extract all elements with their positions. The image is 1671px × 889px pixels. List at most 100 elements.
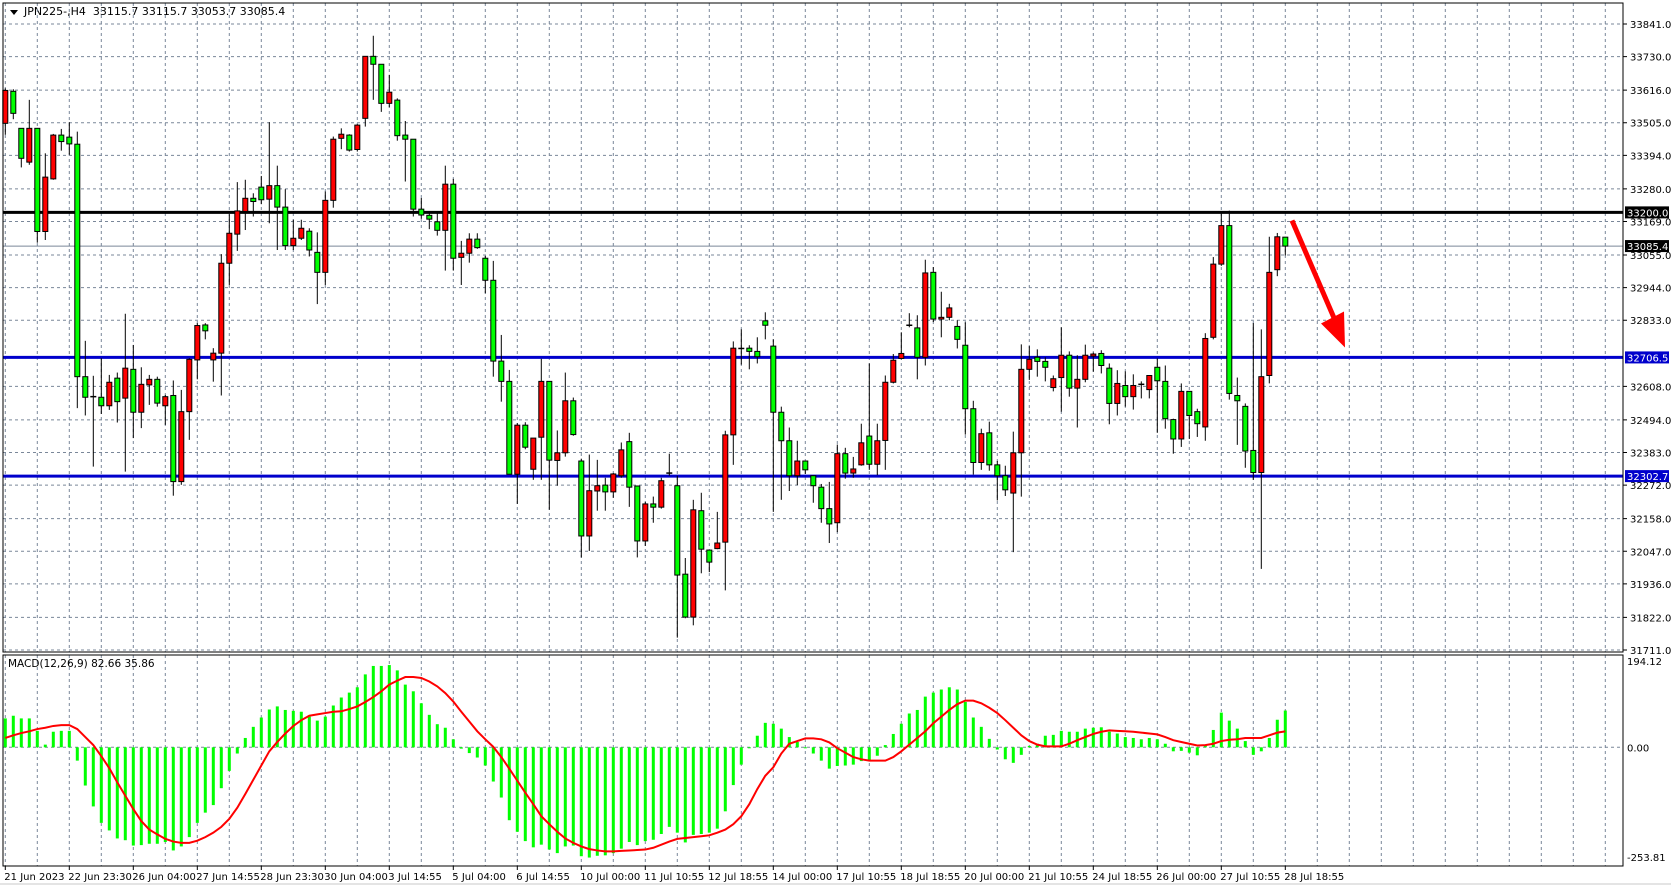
macd-bar: [355, 687, 359, 748]
horizontal-lines[interactable]: [3, 210, 1623, 478]
macd-bar: [859, 747, 863, 762]
candle-body: [138, 383, 145, 413]
macd-bar: [995, 747, 999, 750]
candle: [1226, 210, 1233, 400]
macd-bar: [259, 717, 263, 748]
macd-bar: [947, 687, 951, 748]
price-tag-label: 32706.5: [1627, 353, 1668, 364]
candle-body: [626, 441, 633, 488]
candle-body: [690, 509, 697, 618]
candle: [18, 127, 25, 168]
candle-body: [978, 433, 985, 463]
down-arrow-annotation[interactable]: [1289, 219, 1345, 348]
macd-bar: [547, 747, 551, 850]
candle: [530, 437, 537, 480]
macd-bar: [467, 747, 471, 754]
macd-bar: [251, 726, 255, 748]
candle-body: [602, 484, 609, 493]
candle-body: [794, 460, 801, 477]
candle-body: [1194, 411, 1201, 425]
candle-body: [10, 90, 17, 114]
candle: [1218, 212, 1225, 266]
macd-bar: [603, 747, 607, 856]
candle-body: [594, 485, 601, 492]
candle-body: [818, 486, 825, 510]
arrow-head[interactable]: [1321, 311, 1345, 348]
symbol-timeframe: JPN225-,H4: [24, 5, 86, 18]
candle: [834, 444, 841, 533]
macd-bar: [187, 747, 191, 838]
candle-body: [370, 55, 377, 65]
candle-body: [178, 411, 185, 483]
candle: [474, 233, 481, 249]
price-tag-label: 33085.4: [1627, 242, 1668, 253]
candle: [378, 63, 385, 112]
macd-bar: [291, 710, 295, 748]
candle-body: [1154, 366, 1161, 382]
macd-bar: [139, 747, 143, 846]
candle-body: [210, 352, 217, 361]
macd-bar: [435, 724, 439, 748]
candle: [482, 255, 489, 294]
candle-body: [394, 99, 401, 137]
candle-body: [1282, 236, 1289, 247]
candle-body: [458, 252, 465, 258]
candle: [1106, 363, 1113, 425]
candle-body: [1146, 375, 1153, 391]
macd-bar: [899, 723, 903, 748]
candle-body: [858, 442, 865, 466]
candle-body: [618, 449, 625, 477]
macd-bar: [795, 741, 799, 748]
macd-bar: [1091, 727, 1095, 748]
price-tag: [1625, 240, 1669, 253]
macd-bar: [1131, 737, 1135, 748]
price-axis[interactable]: 33841.0 33730.0 33616.0 33505.0 33394.0 33280…: [1623, 20, 1671, 864]
candle: [354, 124, 361, 152]
macd-bar: [419, 703, 423, 748]
candle: [74, 131, 81, 409]
candle: [1162, 365, 1169, 429]
candle-body: [1210, 263, 1217, 338]
macd-tick-label: -253.81: [1627, 853, 1666, 864]
candle-body: [522, 424, 529, 448]
macd-bar: [803, 747, 807, 749]
arrow-shaft[interactable]: [1289, 219, 1342, 331]
candle-body: [338, 133, 345, 139]
candle: [562, 372, 569, 457]
macd-bar: [1011, 747, 1015, 763]
candle-body: [922, 272, 929, 358]
macd-bar: [755, 735, 759, 748]
y-tick-label: 31822.0: [1630, 613, 1671, 624]
candle: [586, 454, 593, 551]
dropdown-triangle-icon[interactable]: [10, 9, 18, 15]
macd-bar: [515, 747, 519, 832]
macd-bar: [1107, 731, 1111, 748]
time-axis[interactable]: 21 Jun 2023 22 Jun 23:30 26 Jun 04:00 27 Ju…: [4, 866, 1344, 883]
candle: [954, 320, 961, 349]
candle: [1210, 257, 1217, 340]
candle: [1114, 370, 1121, 416]
candle-body: [570, 400, 577, 436]
x-tick-label: 26 Jun 04:00: [132, 872, 196, 883]
signal-line: [4, 676, 1286, 853]
macd-bar: [1099, 727, 1103, 748]
candle-body: [898, 352, 905, 359]
x-tick-label: 10 Jul 00:00: [580, 872, 640, 883]
candle-body: [1050, 378, 1057, 389]
candle-body: [930, 271, 937, 320]
macd-bar: [211, 747, 215, 806]
candle: [90, 375, 97, 467]
x-tick-label: 12 Jul 18:55: [708, 872, 768, 883]
macd-bar: [1019, 747, 1023, 755]
candle: [666, 453, 673, 476]
candle: [82, 340, 89, 416]
candle: [42, 153, 49, 241]
candle-body: [234, 210, 241, 235]
candle: [386, 74, 393, 108]
candle-body: [242, 197, 249, 213]
candle: [274, 165, 281, 251]
candle: [522, 422, 529, 450]
candle: [706, 549, 713, 573]
candle: [826, 481, 833, 544]
